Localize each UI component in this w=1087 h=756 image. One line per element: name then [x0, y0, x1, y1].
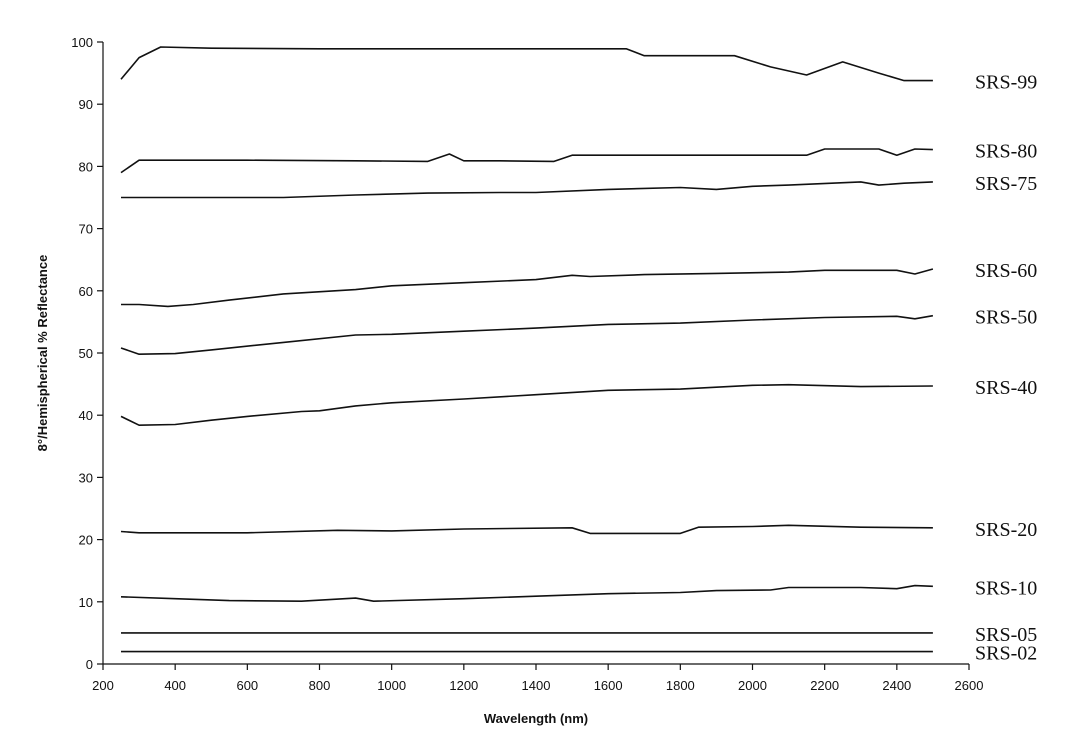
y-tick-label: 60 [79, 284, 93, 299]
y-tick-label: 90 [79, 97, 93, 112]
y-tick-label: 80 [79, 159, 93, 174]
series-line-srs-50 [120, 314, 934, 355]
x-tick-label: 2600 [955, 678, 984, 693]
series-lines [120, 46, 934, 653]
x-tick-label: 400 [164, 678, 186, 693]
y-tick-label: 10 [79, 595, 93, 610]
series-label-srs-10: SRS-10 [975, 577, 1037, 599]
x-tick-label: 1200 [449, 678, 478, 693]
series-label-srs-02: SRS-02 [975, 643, 1037, 665]
series-label-srs-99: SRS-99 [975, 72, 1037, 94]
series-line-srs-40 [120, 383, 933, 426]
x-tick-label: 200 [92, 678, 114, 693]
axes [102, 42, 969, 665]
x-tick-label: 2200 [810, 678, 839, 693]
x-tick-label: 1400 [522, 678, 551, 693]
ticks: 200 400 600 800 1000 1200 1400 1600 1800 2000 2200… [71, 35, 983, 693]
y-tick-label: 70 [79, 222, 93, 237]
series-line-srs-20 [120, 524, 933, 535]
y-axis-title: 8°/Hemispherical % Reflectance [35, 255, 50, 452]
series-label-srs-80: SRS-80 [975, 141, 1037, 163]
series-label-srs-40: SRS-40 [975, 377, 1037, 399]
y-tick-label: 0 [86, 657, 93, 672]
series-line-srs-10 [120, 584, 933, 602]
y-tick-label: 50 [79, 346, 93, 361]
x-tick-label: 2400 [882, 678, 911, 693]
x-tick-label: 1600 [594, 678, 623, 693]
y-tick-label: 100 [71, 35, 93, 50]
y-tick-label: 40 [79, 408, 93, 423]
y-tick-label: 30 [79, 470, 93, 485]
series-line-srs-60 [121, 268, 934, 308]
series-label-srs-60: SRS-60 [975, 260, 1037, 282]
series-line-srs-75 [121, 181, 933, 199]
x-axis-title: Wavelength (nm) [484, 711, 588, 726]
x-tick-label: 800 [309, 678, 331, 693]
series-label-srs-20: SRS-20 [975, 519, 1037, 541]
x-tick-label: 600 [236, 678, 258, 693]
x-tick-label: 1000 [377, 678, 406, 693]
series-line-srs-80 [120, 148, 933, 174]
series-labels: SRS-99 SRS-80 SRS-75 SRS-60 SRS-50 SRS-40 SRS-… [975, 72, 1037, 665]
series-line-srs-99 [120, 46, 933, 82]
x-tick-label: 2000 [738, 678, 767, 693]
series-label-srs-50: SRS-50 [975, 307, 1037, 329]
y-tick-label: 20 [79, 533, 93, 548]
series-label-srs-75: SRS-75 [975, 173, 1037, 195]
series-label-srs-05: SRS-05 [975, 624, 1037, 646]
x-tick-label: 1800 [666, 678, 695, 693]
